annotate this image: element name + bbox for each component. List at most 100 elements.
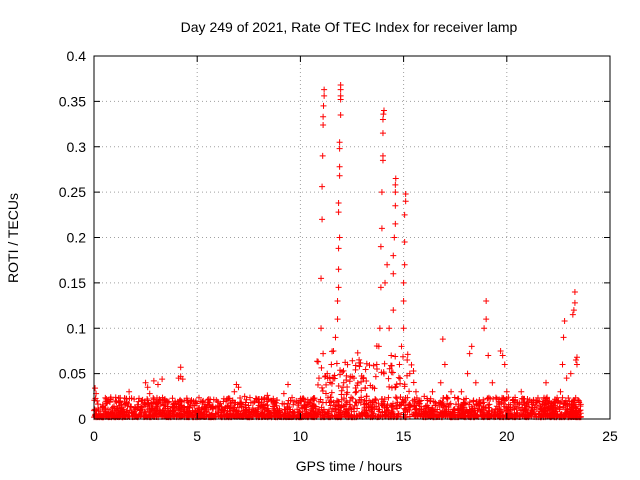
data-point [392,384,399,391]
data-point [195,394,202,401]
data-point [126,388,133,395]
data-point [402,190,409,197]
data-point [568,406,575,413]
x-tick-label: 15 [396,428,412,444]
data-point [148,405,155,412]
y-axis-label: ROTI / TECUs [5,193,21,283]
data-point [393,402,400,409]
data-point [402,198,409,205]
data-point [404,351,411,358]
data-point [384,261,391,268]
data-point [531,411,538,418]
data-point [558,413,565,420]
data-point [396,361,403,368]
data-point [470,398,477,405]
data-point [562,400,569,407]
data-point [545,405,552,412]
data-point [493,403,500,410]
data-point [378,369,385,376]
data-point [531,404,538,411]
data-point [503,407,510,414]
data-point [318,364,325,371]
data-point [404,357,411,364]
data-point [528,399,535,406]
data-point [554,394,561,401]
data-point [193,400,200,407]
data-point [567,370,574,377]
data-point [395,411,402,418]
data-point [391,234,398,241]
data-point [389,404,396,411]
data-point [169,395,176,402]
data-point [412,388,419,395]
data-point [388,362,395,369]
data-point [422,402,429,409]
data-point [106,399,113,406]
data-point [135,398,142,405]
y-tick-label: 0.35 [59,93,86,109]
data-point [217,400,224,407]
data-point [235,411,242,418]
data-point [466,399,473,406]
data-point [542,407,549,414]
data-point [392,394,399,401]
data-point [492,394,499,401]
chart-title: Day 249 of 2021, Rate Of TEC Index for r… [181,19,518,35]
data-point [213,397,220,404]
data-point [231,388,238,395]
data-point [376,406,383,413]
data-point [503,388,510,395]
data-point [380,107,387,114]
data-point [354,405,361,412]
data-point [324,410,331,417]
data-point [378,189,385,196]
data-point [495,413,502,420]
data-point [205,406,212,413]
data-point [246,394,253,401]
data-point [569,398,576,405]
data-point [410,368,417,375]
data-point [415,399,422,406]
data-point [379,396,386,403]
data-point [207,413,214,420]
data-point [170,401,177,408]
data-point [238,401,245,408]
data-point [338,387,345,394]
data-point [92,411,99,418]
data-point [212,404,219,411]
data-point [349,357,356,364]
data-point [485,394,492,401]
data-point [457,413,464,420]
data-point [324,394,331,401]
data-point [319,216,326,223]
data-point [261,394,268,401]
data-point [260,401,267,408]
data-point [363,360,370,367]
data-point [350,375,357,382]
data-point [322,390,329,397]
data-point [521,402,528,409]
data-point [453,401,460,408]
data-point [527,410,534,417]
data-point [314,411,321,418]
data-point [328,389,335,396]
data-point [534,394,541,401]
data-point [365,403,372,410]
data-point [162,412,169,419]
data-point [189,413,196,420]
data-point [92,385,99,392]
data-point [164,399,171,406]
y-tick-label: 0 [78,411,86,427]
data-point [142,379,149,386]
x-tick-label: 5 [193,428,201,444]
data-point [359,409,366,416]
data-point [358,396,365,403]
data-point [286,409,293,416]
data-point [430,412,437,419]
data-point [170,400,177,407]
data-point [392,175,399,182]
data-point [250,399,257,406]
data-point [392,202,399,209]
data-point [376,325,383,332]
data-point [358,387,365,394]
